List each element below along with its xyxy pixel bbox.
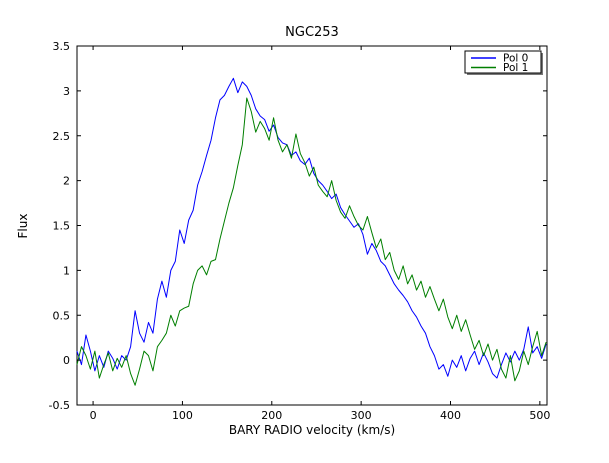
x-axis-label: BARY RADIO velocity (km/s) — [229, 423, 395, 437]
y-axis: -0.5 0 0.5 1 1.5 2 2.5 3 3.5 — [49, 40, 547, 412]
y-tick-label: -0.5 — [49, 399, 70, 412]
series-line-pol1 — [76, 97, 547, 386]
series-group — [76, 77, 547, 386]
y-tick-label: 1.5 — [53, 220, 71, 233]
y-tick-label: 2 — [63, 175, 70, 188]
y-axis-label: Flux — [16, 214, 30, 239]
y-tick-label: 1 — [63, 264, 70, 277]
y-tick-label: 3 — [63, 85, 70, 98]
legend-entry-label: Pol 0 — [503, 53, 528, 65]
y-tick-label: 3.5 — [53, 40, 71, 53]
x-tick-label: 0 — [90, 409, 97, 422]
x-tick-label: 100 — [172, 409, 193, 422]
x-tick-label: 500 — [529, 409, 550, 422]
plot-frame — [76, 45, 548, 406]
x-tick-label: 200 — [261, 409, 282, 422]
x-tick-label: 400 — [440, 409, 461, 422]
series-line-pol0 — [76, 77, 547, 379]
y-tick-label: 0 — [63, 354, 70, 367]
x-tick-label: 300 — [351, 409, 372, 422]
x-axis: 0 100 200 300 400 500 — [90, 46, 550, 422]
chart-title: NGC253 — [285, 25, 339, 40]
y-tick-label: 0.5 — [53, 309, 71, 322]
y-tick-label: 2.5 — [53, 130, 71, 143]
legend-entry-label: Pol 1 — [503, 62, 528, 74]
